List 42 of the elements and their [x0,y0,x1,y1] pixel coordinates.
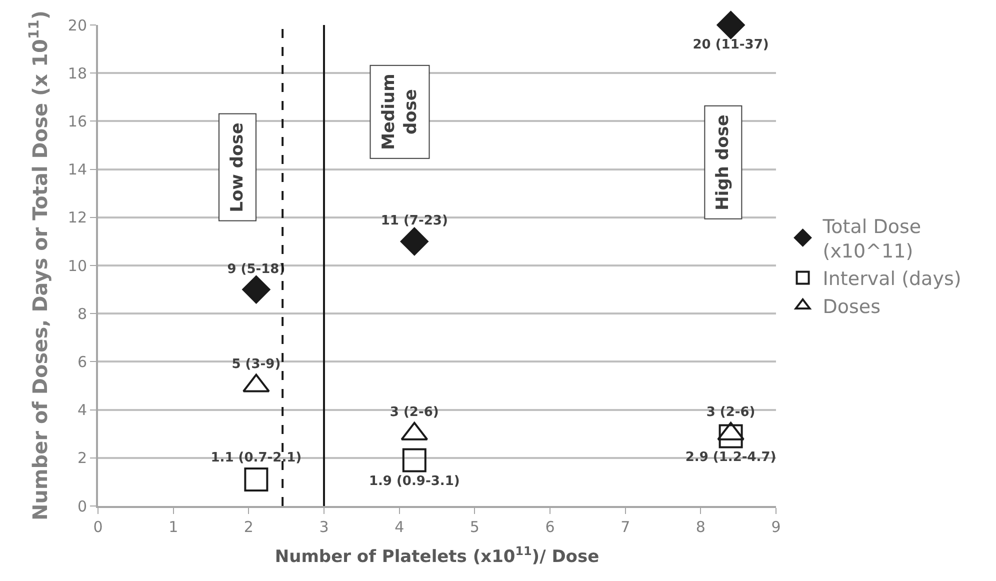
point [718,424,743,448]
data-label: 3 (2-6) [706,404,756,420]
data-label: 20 (11-37) [692,37,769,52]
legend-label: Interval (days) [822,268,962,290]
legend-label: Total Dose (x10^11) [822,216,922,262]
y-tick-label: 16 [68,112,87,130]
y-tick-label: 2 [77,449,87,468]
data-label: 2.9 (1.2-4.7) [685,450,776,465]
data-label: 3 (2-6) [390,404,439,420]
data-label: 1.9 (0.9-3.1) [368,474,460,489]
x-tick-label: 3 [319,518,329,536]
y-tick-label: 4 [77,401,87,420]
x-tick-label: 1 [168,518,178,536]
point [242,276,270,304]
y-tick-label: 20 [68,16,87,34]
x-tick-label: 2 [244,518,254,536]
legend-label: Doses [822,296,881,318]
y-tick-label: 0 [77,497,87,516]
x-tick-label: 4 [394,518,404,536]
data-label: 1.1 (0.7-2.1) [210,450,302,466]
x-tick-label: 8 [696,518,706,536]
y-tick-label: 12 [68,208,87,227]
annotation: Low dose [227,122,248,212]
y-tick-label: 18 [68,64,87,82]
point [244,468,268,492]
point [716,11,745,39]
x-tick-label: 5 [470,518,480,536]
y-tick-label: 14 [68,160,87,179]
data-label: 5 (3-9) [232,356,281,372]
data-label: 11 (7-23) [380,214,448,229]
point [402,448,426,472]
x-tick-label: 9 [771,518,781,536]
x-tick-label: 0 [93,518,103,536]
point [400,227,428,256]
annotation: Medium dose [378,74,421,150]
y-tick-label: 10 [68,256,87,275]
y-tick-label: 8 [77,304,87,323]
x-tick-label: 6 [545,518,555,536]
annotation: High dose [713,114,734,210]
y-tick-label: 6 [77,352,87,371]
x-tick-label: 7 [620,518,630,536]
x-axis-title: Number of Platelets (x10$^{11}$)/ Dose [274,544,600,567]
